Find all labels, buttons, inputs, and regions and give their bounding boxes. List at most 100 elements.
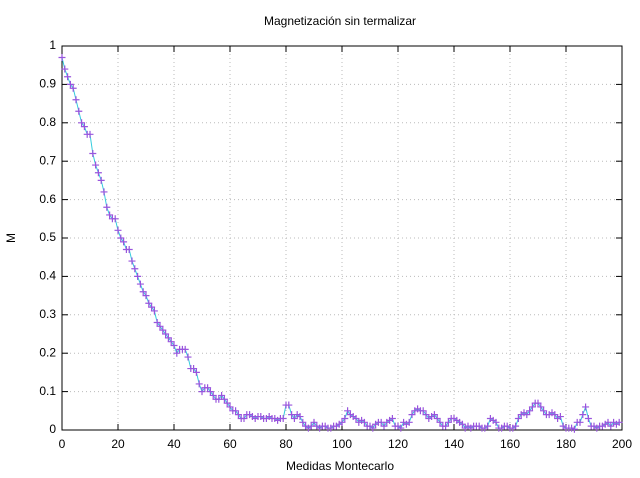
point-marker [220,395,228,403]
point-marker [492,418,500,426]
point-marker [66,80,74,88]
point-marker [164,334,172,342]
point-marker [570,425,578,433]
point-marker [430,411,438,419]
point-marker [156,322,164,330]
point-marker [192,368,200,376]
point-marker [607,422,615,430]
point-marker [86,130,94,138]
x-tick-label: 20 [111,437,125,451]
point-marker [72,96,80,104]
point-marker [69,84,77,92]
point-marker [181,345,189,353]
point-marker [170,342,178,350]
point-marker [296,413,304,421]
point-marker [61,65,69,73]
point-marker [405,418,413,426]
point-marker [114,226,122,234]
point-marker [162,330,170,338]
point-marker [75,107,83,115]
x-tick-label: 200 [612,437,632,451]
point-marker [125,246,133,254]
point-marker [232,407,240,415]
point-marker [78,119,86,127]
point-marker [540,407,548,415]
point-marker [209,391,217,399]
x-tick-label: 60 [223,437,237,451]
point-marker [195,380,203,388]
point-marker [190,365,198,373]
point-marker [534,399,542,407]
x-tick-label: 80 [279,437,293,451]
point-marker [512,422,520,430]
plot-border [61,45,623,431]
point-marker [150,307,158,315]
x-tick-label: 40 [167,437,181,451]
x-tick-label: 180 [556,437,576,451]
point-marker [134,272,142,280]
point-marker [338,418,346,426]
point-marker [234,411,242,419]
point-marker [584,414,592,422]
point-marker [167,338,175,346]
point-marker [226,403,234,411]
point-marker [131,265,139,273]
point-marker [198,388,206,396]
chart-title: Magnetización sin termalizar [264,14,416,28]
point-marker [369,424,377,432]
point-marker [526,407,534,415]
y-tick-label: 0.3 [39,307,56,321]
point-marker [111,215,119,223]
point-marker [433,414,441,422]
point-marker [184,353,192,361]
point-marker [92,161,100,169]
point-marker [223,399,231,407]
point-marker [344,407,352,415]
point-marker [458,420,466,428]
point-marker [148,303,156,311]
point-marker [528,403,536,411]
point-marker [218,391,226,399]
point-marker [576,418,584,426]
y-tick-label: 0.7 [39,153,56,167]
y-tick-label: 0 [49,422,56,436]
point-marker [159,326,167,334]
point-marker [408,411,416,419]
data-line [61,57,620,430]
point-marker [397,424,405,432]
point-marker [523,411,531,419]
point-marker [142,292,150,300]
point-marker [117,234,125,242]
point-marker [64,73,72,81]
point-marker [436,418,444,426]
point-marker [58,54,66,62]
point-marker [360,418,368,426]
point-marker [285,401,293,409]
x-tick-label: 140 [444,437,464,451]
point-marker [310,418,318,426]
point-marker [514,414,522,422]
point-marker [422,411,430,419]
x-tick-label: 120 [388,437,408,451]
y-tick-label: 0.5 [39,230,56,244]
point-marker [444,418,452,426]
point-marker [388,414,396,422]
point-marker [206,388,214,396]
x-tick-label: 160 [500,437,520,451]
point-marker [100,188,108,196]
point-marker [139,288,147,296]
point-marker [89,150,97,158]
point-marker [341,414,349,422]
point-marker [145,299,153,307]
y-tick-label: 0.4 [39,269,56,283]
point-marker [106,211,114,219]
point-marker [204,384,212,392]
point-marker [136,280,144,288]
point-marker [173,349,181,357]
y-tick-label: 0.6 [39,192,56,206]
x-axis-label: Medidas Montecarlo [286,459,394,473]
point-marker [380,422,388,430]
point-marker [551,411,559,419]
point-marker [120,238,128,246]
